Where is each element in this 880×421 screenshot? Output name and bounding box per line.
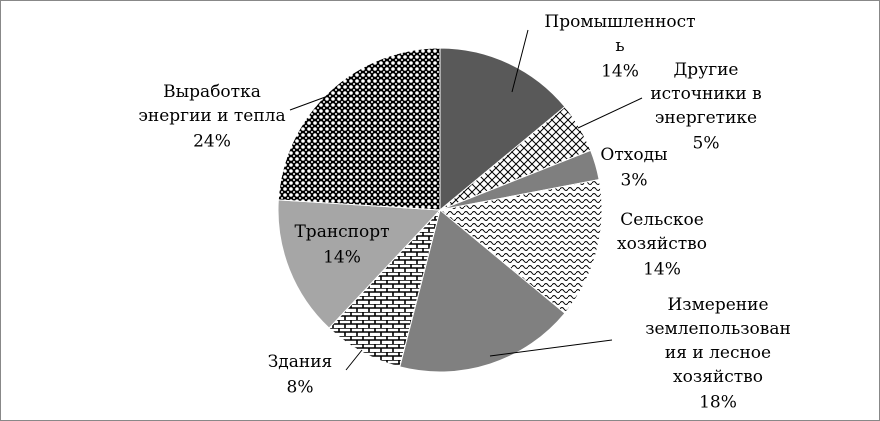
- slice-label: Измерение землепользован ия и лесное хозяйс…: [645, 295, 791, 387]
- label-line: энергетике: [655, 108, 757, 128]
- pie-slice: [277, 47, 441, 211]
- label-line: хозяйство: [673, 367, 763, 387]
- value-label: 18%: [699, 393, 737, 413]
- slice-label: Транспорт: [294, 222, 389, 242]
- label-line: Транспорт: [294, 222, 389, 242]
- label-line: Сельское: [620, 210, 704, 230]
- leader-line: [489, 339, 613, 357]
- slice-label: Здания: [268, 352, 333, 372]
- value-label: 24%: [193, 132, 231, 152]
- value-label: 8%: [287, 378, 314, 398]
- pie-slice: [439, 47, 566, 212]
- value-label: 14%: [323, 248, 361, 268]
- label-line: источники в: [650, 84, 761, 104]
- leader-line: [511, 29, 529, 93]
- label-line: Отходы: [600, 145, 667, 165]
- label-line: ь: [615, 36, 624, 56]
- label-line: Измерение: [667, 295, 768, 315]
- label-line: Промышленност: [544, 12, 695, 32]
- pie-slice: [277, 199, 442, 329]
- slice-label: Выработка энергии и тепла: [138, 82, 285, 126]
- label-line: Другие: [673, 60, 738, 80]
- value-label: 14%: [601, 62, 639, 82]
- value-label: 3%: [621, 171, 648, 191]
- value-label: 5%: [693, 134, 720, 154]
- leader-line: [577, 97, 643, 129]
- label-line: Выработка: [163, 82, 261, 102]
- leader-line: [289, 95, 329, 111]
- slice-label: Отходы: [600, 145, 667, 165]
- label-line: хозяйство: [617, 234, 707, 254]
- slice-label: Промышленност ь: [544, 12, 695, 56]
- label-line: ия и лесное: [665, 343, 771, 363]
- leader-line: [345, 349, 363, 371]
- label-line: энергии и тепла: [138, 106, 285, 126]
- pie-slice: [438, 179, 603, 314]
- slice-label: Сельское хозяйство: [617, 210, 707, 254]
- slice-label: Другие источники в энергетике: [650, 60, 761, 128]
- label-line: Здания: [268, 352, 333, 372]
- label-line: землепользован: [645, 319, 791, 339]
- pie-slice: [399, 209, 566, 373]
- value-label: 14%: [643, 260, 681, 280]
